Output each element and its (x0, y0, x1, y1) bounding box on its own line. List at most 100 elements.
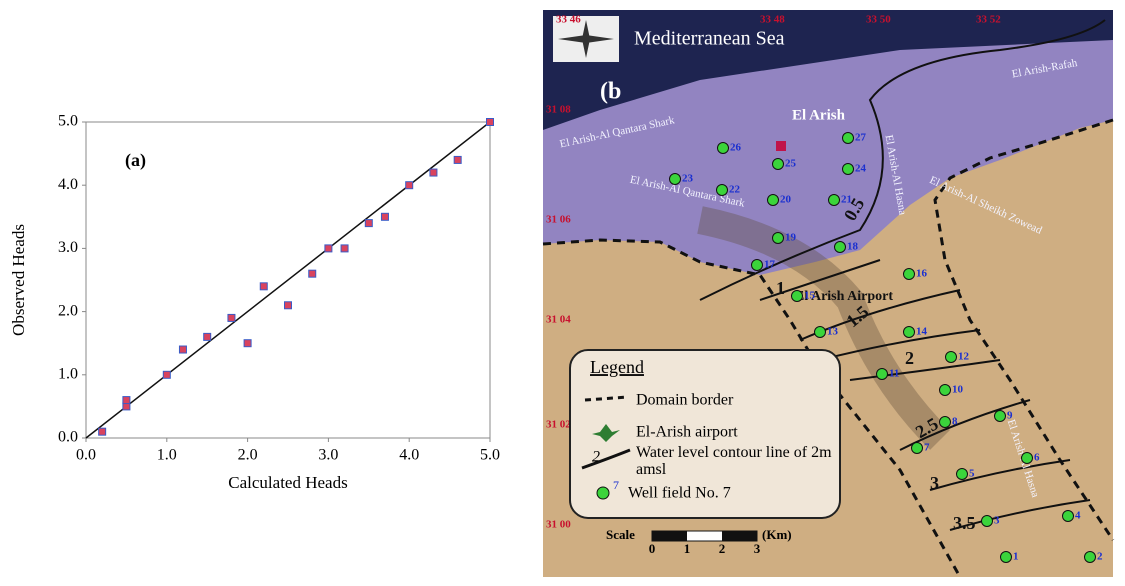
well-number: 22 (729, 184, 741, 196)
well-number: 10 (952, 384, 964, 396)
scale-tick: 1 (684, 541, 691, 556)
well (877, 369, 888, 380)
x-axis-label: Calculated Heads (228, 473, 347, 492)
lat-label: 31 08 (546, 104, 571, 116)
well-number: 19 (785, 232, 797, 244)
y-axis-label: Observed Heads (9, 224, 28, 336)
scale-bar (652, 531, 687, 541)
y-tick-label: 3.0 (58, 239, 78, 256)
well-number: 1 (1013, 551, 1019, 563)
legend-contour-number: 2 (592, 449, 600, 466)
well (940, 385, 951, 396)
city-label: El Arish (792, 107, 846, 123)
panel-label: (b (600, 79, 621, 105)
scale-title: Scale (606, 527, 635, 542)
well (843, 133, 854, 144)
contour-label: 3 (930, 473, 939, 493)
well (912, 443, 923, 454)
well (718, 143, 729, 154)
point (487, 119, 494, 126)
legend-well-number: 7 (613, 478, 619, 492)
point (430, 169, 437, 176)
point (123, 397, 130, 404)
lon-label: 33 46 (556, 14, 581, 26)
well-number: 17 (764, 259, 776, 271)
point (381, 213, 388, 220)
x-tick-label: 3.0 (318, 447, 338, 464)
well-number: 13 (827, 326, 839, 338)
point (309, 270, 316, 277)
well-number: 11 (889, 368, 899, 380)
well (1063, 511, 1074, 522)
well (995, 411, 1006, 422)
well-number: 24 (855, 163, 867, 175)
well (940, 417, 951, 428)
well (946, 352, 957, 363)
well-number: 15 (804, 290, 816, 302)
well-number: 4 (1075, 510, 1081, 522)
x-tick-label: 4.0 (399, 447, 419, 464)
well (904, 327, 915, 338)
well (717, 185, 728, 196)
x-tick-label: 5.0 (480, 447, 500, 464)
y-tick-label: 1.0 (58, 365, 78, 382)
contour-label: 2 (905, 348, 914, 368)
well-number: 14 (916, 326, 928, 338)
y-tick-label: 5.0 (58, 113, 78, 130)
well-number: 3 (994, 515, 1000, 527)
point (341, 245, 348, 252)
legend-item: Well field No. 7 (628, 485, 731, 502)
legend-item: Domain border (636, 392, 734, 409)
map: Mediterranean Sea (b El Arish El Arish A… (543, 10, 1113, 577)
well (752, 260, 763, 271)
panel-label: (a) (125, 150, 146, 171)
point (99, 428, 106, 435)
scale-tick: 3 (754, 541, 761, 556)
well (1001, 552, 1012, 563)
sea-label: Mediterranean Sea (634, 28, 785, 50)
well-number: 20 (780, 194, 792, 206)
well-number: 25 (785, 158, 797, 170)
well-number: 21 (841, 194, 852, 206)
legend-title: Legend (590, 357, 644, 377)
point (365, 220, 372, 227)
point (285, 302, 292, 309)
lon-label: 33 48 (760, 14, 785, 26)
well (957, 469, 968, 480)
well (1022, 453, 1033, 464)
well-number: 27 (855, 132, 867, 144)
well-number: 26 (730, 142, 742, 154)
well-number: 23 (682, 173, 694, 185)
well-number: 12 (958, 351, 970, 363)
well-number: 8 (952, 416, 958, 428)
lat-label: 31 04 (546, 314, 571, 326)
reference-line (86, 122, 490, 438)
well (982, 516, 993, 527)
well-number: 7 (924, 442, 930, 454)
well (904, 269, 915, 280)
figure: Calculated Heads Observed Heads (a) Medi… (0, 0, 1125, 581)
scale-unit: (Km) (762, 527, 792, 542)
point (454, 156, 461, 163)
lat-label: 31 02 (546, 419, 571, 431)
point (244, 340, 251, 347)
well-number: 9 (1007, 410, 1013, 422)
well-number: 5 (969, 468, 975, 480)
well (670, 174, 681, 185)
well (792, 291, 803, 302)
well (829, 195, 840, 206)
scale-bar (722, 531, 757, 541)
contour-label: 3.5 (953, 513, 976, 533)
contour-label: 1 (776, 278, 785, 298)
lon-label: 33 52 (976, 14, 1001, 26)
y-tick-label: 0.0 (58, 429, 78, 446)
lon-label: 33 50 (866, 14, 891, 26)
well-number: 6 (1034, 452, 1040, 464)
x-tick-label: 1.0 (157, 447, 177, 464)
city-marker (776, 141, 786, 151)
lat-label: 31 00 (546, 519, 571, 531)
point (228, 314, 235, 321)
scale-tick: 2 (719, 541, 726, 556)
well (773, 159, 784, 170)
y-tick-label: 4.0 (58, 176, 78, 193)
